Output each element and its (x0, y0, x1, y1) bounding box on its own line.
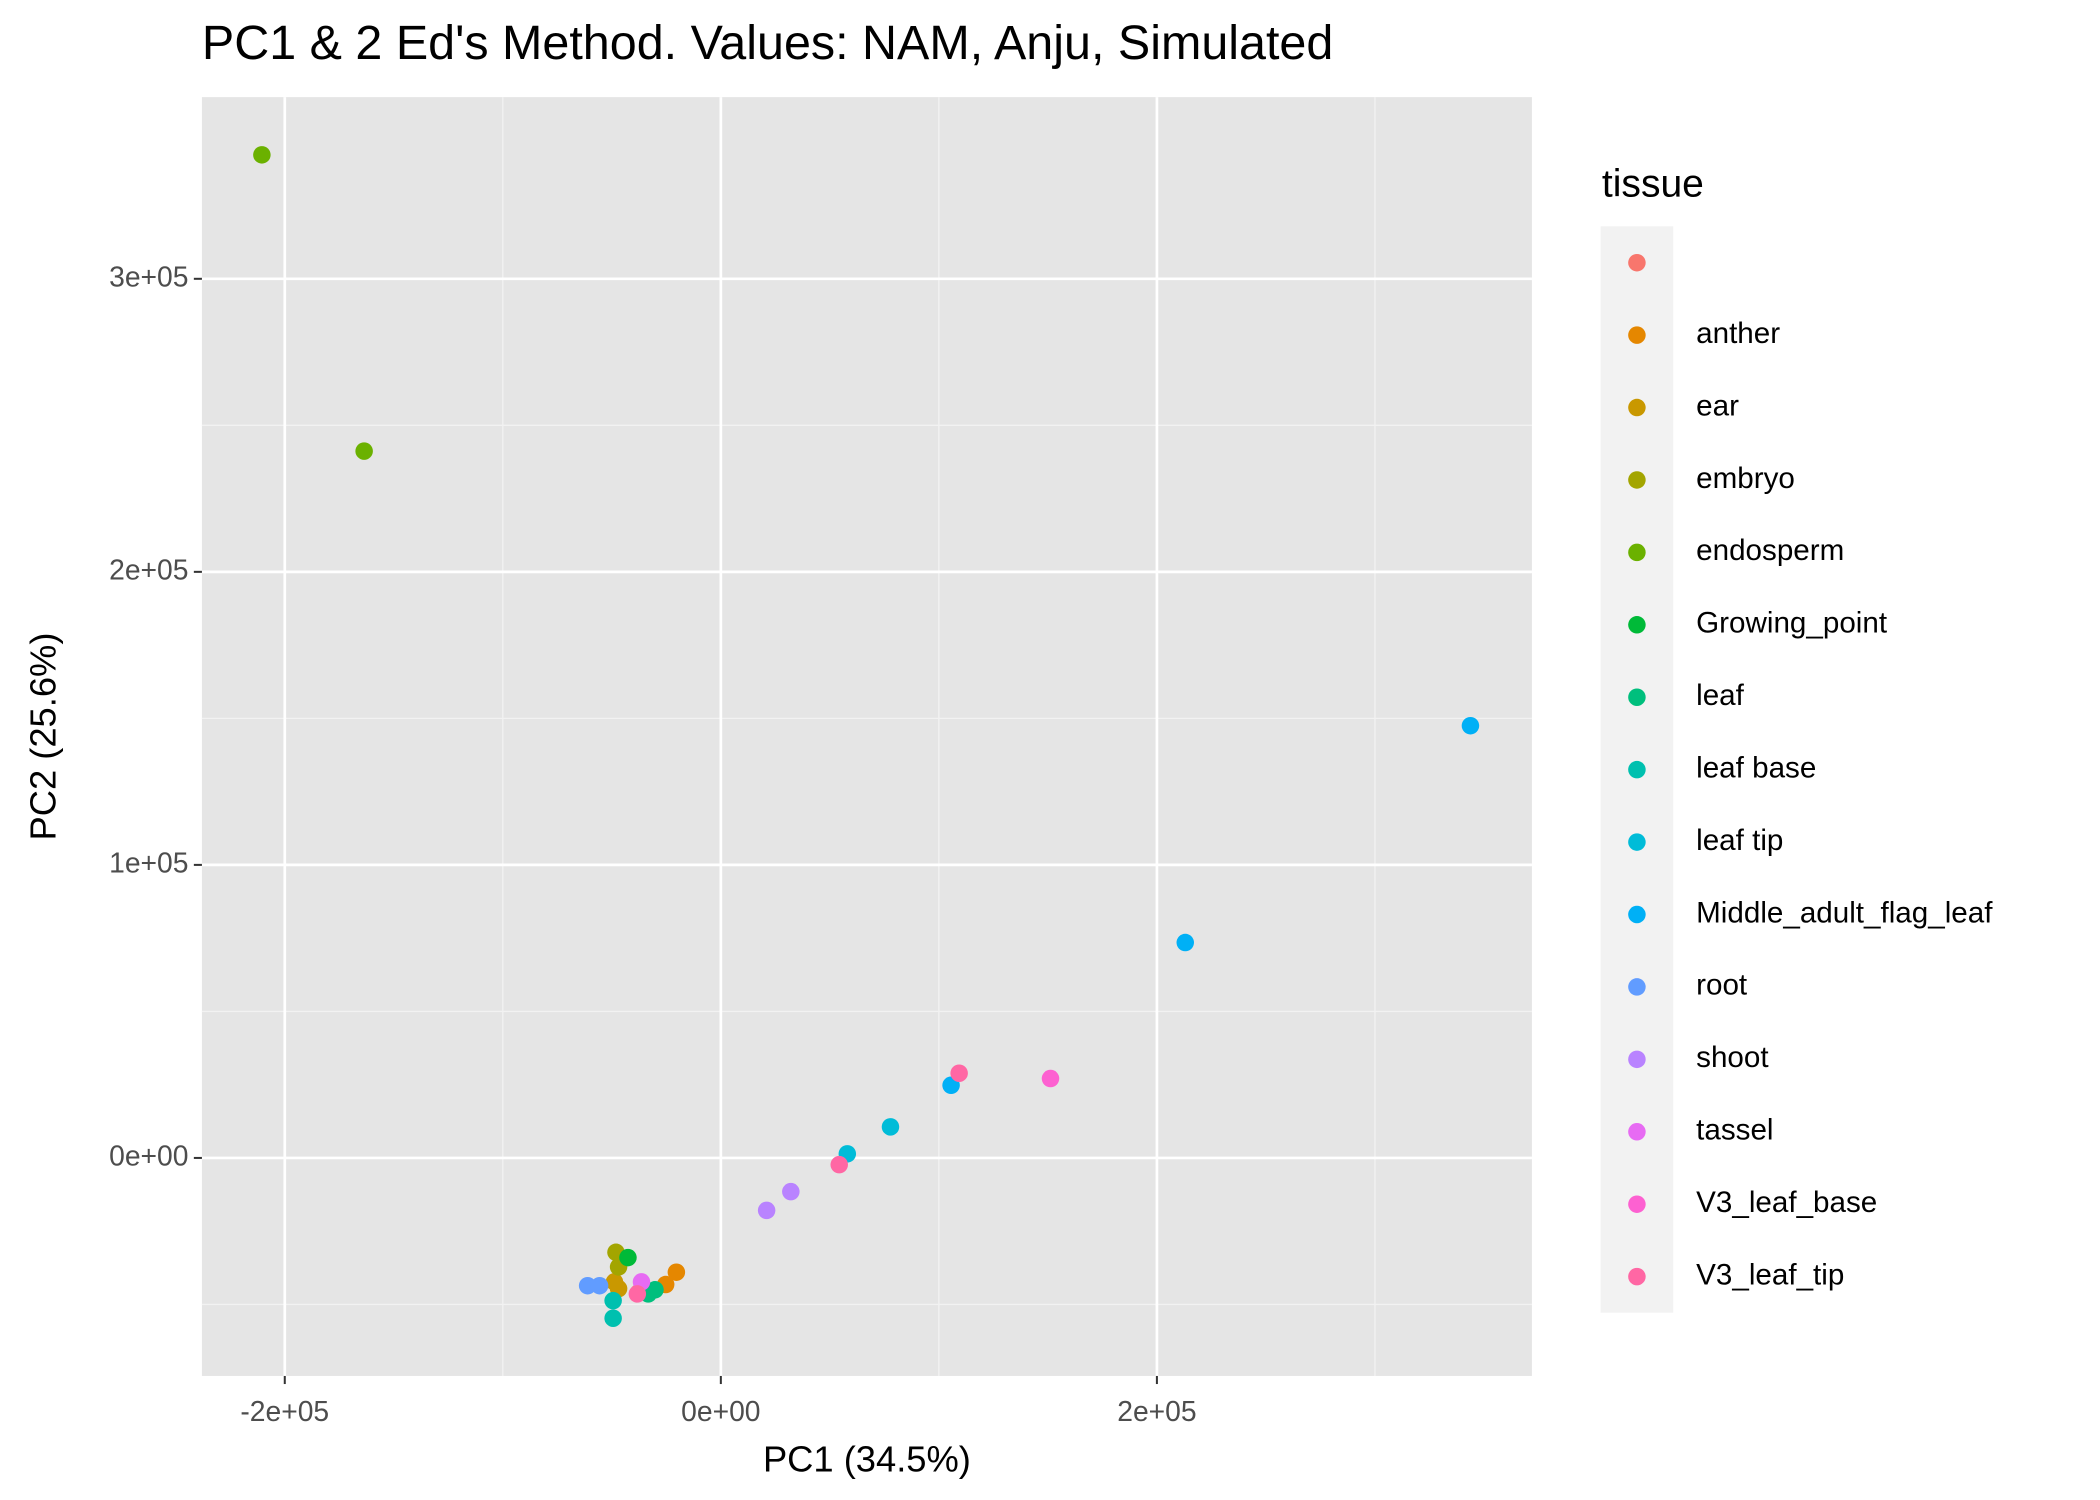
legend-key (1628, 326, 1646, 344)
legend-key (1628, 688, 1646, 706)
point (604, 1309, 622, 1327)
x-axis-title: PC1 (34.5%) (763, 1439, 971, 1480)
point (667, 1263, 686, 1281)
point (757, 1201, 776, 1220)
y-tick-label: 0e+00 (109, 1139, 188, 1171)
point (604, 1291, 622, 1310)
legend-label: leaf (1696, 679, 1745, 712)
legend-label: leaf base (1696, 751, 1816, 784)
point (782, 1182, 800, 1201)
y-tick-label: 3e+05 (109, 260, 188, 292)
x-tick-label: 2e+05 (1117, 1395, 1196, 1427)
legend-label: leaf tip (1696, 824, 1783, 857)
legend-title: tissue (1602, 162, 1704, 205)
legend-key (1628, 760, 1646, 779)
legend-label: root (1696, 969, 1748, 1002)
x-tick-label: -2e+05 (240, 1395, 329, 1427)
legend-label: V3_leaf_base (1696, 1186, 1877, 1219)
legend-label: Middle_adult_flag_leaf (1696, 896, 1993, 929)
point (253, 146, 271, 164)
legend-label: tassel (1696, 1114, 1773, 1147)
legend-key (1628, 1123, 1646, 1141)
legend-key (1628, 833, 1646, 851)
legend-label: ear (1696, 389, 1739, 422)
point (950, 1064, 968, 1082)
legend-label: endosperm (1696, 534, 1844, 567)
point (578, 1276, 597, 1295)
legend-key (1628, 543, 1646, 562)
y-axis-title: PC2 (25.6%) (22, 633, 63, 841)
legend-key (1628, 253, 1646, 272)
legend-label: anther (1696, 317, 1780, 350)
point (881, 1118, 900, 1136)
point (1041, 1069, 1060, 1088)
legend-key (1628, 471, 1646, 489)
point (590, 1276, 609, 1295)
legend-key (1628, 398, 1646, 417)
legend-key (1628, 1195, 1646, 1213)
point (1176, 933, 1195, 952)
point (355, 442, 373, 460)
plot-background (201, 97, 1532, 1376)
point (628, 1285, 647, 1303)
x-tick-label: 0e+00 (681, 1395, 760, 1427)
legend-key (1628, 978, 1646, 996)
legend-label: embryo (1696, 462, 1795, 495)
legend-key (1628, 1050, 1646, 1069)
legend-label: V3_leaf_tip (1696, 1258, 1844, 1291)
point (1461, 716, 1480, 735)
legend-key (1628, 1267, 1646, 1286)
legend-key (1628, 616, 1646, 634)
legend-key (1628, 905, 1646, 924)
point (619, 1248, 637, 1267)
chart-title: PC1 & 2 Ed's Method. Values: NAM, Anju, … (202, 16, 1333, 70)
legend-label: shoot (1696, 1041, 1769, 1074)
y-tick-label: 2e+05 (109, 553, 188, 585)
y-tick-label: 1e+05 (109, 846, 188, 878)
legend-label: Growing_point (1696, 607, 1888, 640)
point (830, 1155, 848, 1174)
